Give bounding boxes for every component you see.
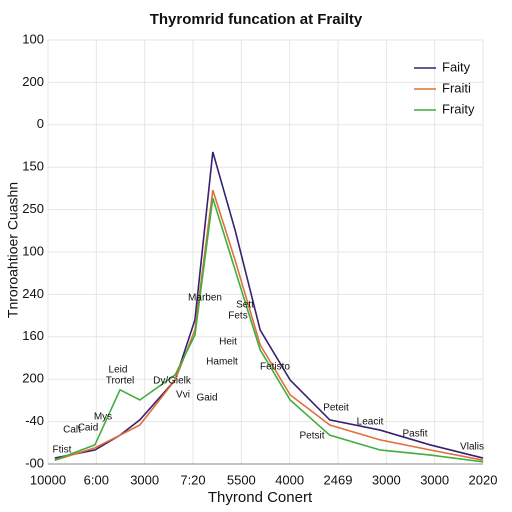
x-tick-label: 2469 <box>324 472 353 487</box>
legend-label: Fraiti <box>442 80 471 95</box>
annotation: Petsit <box>299 431 324 442</box>
legend-label: Fraity <box>442 101 475 116</box>
annotation: Gaid <box>196 393 217 404</box>
y-tick-label: 150 <box>22 159 44 174</box>
x-tick-label: 3000 <box>420 472 449 487</box>
annotation: Caid <box>78 423 99 434</box>
y-tick-label: 240 <box>22 286 44 301</box>
x-tick-label: 4000 <box>275 472 304 487</box>
annotation: Dy/Gielk <box>153 376 192 387</box>
x-axis-label: Thyrond Conert <box>208 489 313 506</box>
annotation: Vlalis <box>460 442 484 453</box>
y-tick-label: 200 <box>22 74 44 89</box>
annotation: Ftist <box>53 445 72 456</box>
y-tick-label: -00 <box>25 455 44 470</box>
annotation: Vvi <box>176 390 190 401</box>
annotation: Sett <box>236 300 254 311</box>
y-tick-label: 200 <box>22 371 44 386</box>
annotation: Peteit <box>323 403 349 414</box>
x-tick-label: 7:20 <box>180 472 205 487</box>
x-tick-label: 3000 <box>130 472 159 487</box>
x-tick-label: 6:00 <box>84 472 109 487</box>
annotation: Hamelt <box>206 357 238 368</box>
y-tick-label: 250 <box>22 201 44 216</box>
annotation: Marben <box>188 293 222 304</box>
annotation: Heit <box>219 337 237 348</box>
annotation: Leacit <box>357 417 384 428</box>
x-tick-label: 3000 <box>372 472 401 487</box>
annotation: Calt <box>63 425 81 436</box>
chart-title: Thyromrid funcation at Frailty <box>150 11 363 28</box>
x-tick-label: 10000 <box>30 472 66 487</box>
series-line <box>54 197 484 463</box>
y-tick-label: 0 <box>37 116 44 131</box>
legend-label: Faity <box>442 59 471 74</box>
y-axis-label: Tnroroahtioer Cuashn <box>5 182 21 318</box>
y-tick-label: -40 <box>25 413 44 428</box>
annotation: Fets <box>228 311 247 322</box>
series-line <box>54 151 484 459</box>
annotation: Trortel <box>106 376 135 387</box>
annotation: Fetisto <box>260 362 290 373</box>
annotation: Pasfit <box>402 429 427 440</box>
x-tick-label: 2020 <box>469 472 498 487</box>
series-line <box>54 189 484 461</box>
x-tick-label: 5500 <box>227 472 256 487</box>
annotation: Mys <box>94 412 112 423</box>
y-tick-label: 160 <box>22 328 44 343</box>
y-tick-label: 100 <box>22 243 44 258</box>
y-tick-label: 100 <box>22 31 44 46</box>
annotation: Leid <box>109 365 128 376</box>
